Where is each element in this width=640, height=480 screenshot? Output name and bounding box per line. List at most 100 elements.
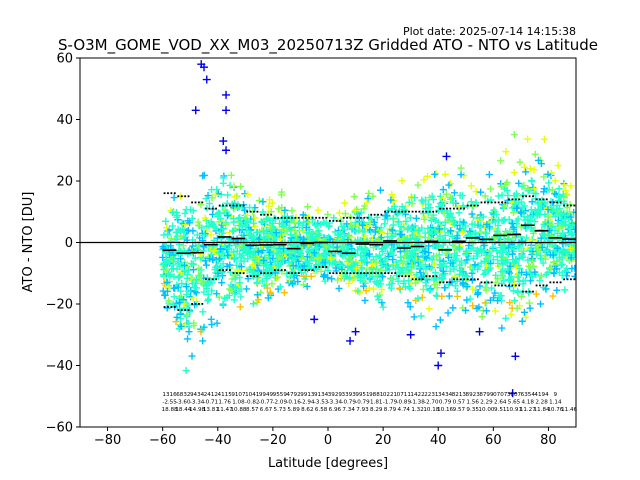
sigma-dot xyxy=(346,272,348,275)
scatter-point xyxy=(397,223,405,231)
scatter-point xyxy=(434,226,442,234)
x-axis-label: Latitude [degrees] xyxy=(268,456,388,471)
sigma-dot xyxy=(501,201,503,204)
scatter-point xyxy=(304,263,312,271)
scatter-point xyxy=(213,319,221,327)
sigma-dot xyxy=(170,306,173,308)
scatter-point xyxy=(510,209,518,217)
sigma-dot xyxy=(483,201,486,204)
scatter-point xyxy=(351,219,359,227)
scatter-point xyxy=(445,292,453,300)
scatter-point xyxy=(425,200,433,208)
sigma-dot xyxy=(335,272,338,275)
scatter-point xyxy=(174,259,182,267)
bin-stat-label: -3.34 xyxy=(190,400,205,406)
scatter-point xyxy=(395,243,403,251)
scatter-point xyxy=(476,282,484,290)
scatter-point xyxy=(294,278,302,286)
bin-stat-label: 9 xyxy=(554,392,558,398)
scatter-point xyxy=(383,263,391,271)
scatter-point xyxy=(491,307,499,315)
sigma-dot xyxy=(170,192,173,195)
scatter-point xyxy=(562,187,570,195)
sigma-dot xyxy=(287,272,290,275)
scatter-point xyxy=(450,263,458,271)
scatter-point xyxy=(201,257,209,265)
scatter-point xyxy=(442,263,450,270)
scatter-point xyxy=(230,215,238,223)
sigma-dot xyxy=(542,284,545,287)
scatter-point xyxy=(336,229,344,237)
sigma-markers xyxy=(163,192,576,311)
sigma-dot xyxy=(211,278,214,281)
scatter-point xyxy=(227,171,235,179)
scatter-point xyxy=(173,313,181,321)
scatter-point xyxy=(479,213,487,221)
scatter-point xyxy=(373,279,381,287)
scatter-point xyxy=(498,324,506,332)
scatter-point xyxy=(262,272,270,280)
bin-stat-label: 10.76 xyxy=(547,407,563,413)
scatter-point xyxy=(518,252,526,260)
scatter-point xyxy=(477,228,485,236)
scatter-point xyxy=(494,259,502,267)
bin-stat-label: 8.29 xyxy=(370,407,383,413)
scatter-point xyxy=(276,283,284,291)
scatter-point xyxy=(560,181,568,189)
scatter-point xyxy=(259,208,267,216)
scatter-point xyxy=(507,311,515,319)
plot-date: Plot date: 2025-07-14 14:15:38 xyxy=(403,25,576,38)
sigma-dot xyxy=(215,207,217,210)
scatter-point xyxy=(512,263,520,271)
scatter-point xyxy=(335,209,343,217)
scatter-point xyxy=(396,227,404,235)
bin-stat-label: -2.70 xyxy=(424,400,439,406)
sigma-dot xyxy=(315,216,318,219)
scatter-point xyxy=(272,250,280,258)
sigma-dot xyxy=(573,204,576,207)
sigma-dot xyxy=(428,275,431,278)
scatter-point xyxy=(398,177,406,185)
scatter-point xyxy=(243,226,251,234)
scatter-point xyxy=(449,304,457,312)
scatter-point xyxy=(389,244,397,252)
scatter-point xyxy=(260,257,268,265)
scatter-point xyxy=(455,209,463,217)
scatter-point xyxy=(188,248,196,256)
scatter-point xyxy=(174,283,182,291)
scatter-point xyxy=(392,230,400,238)
scatter-point xyxy=(335,285,343,293)
scatter-point xyxy=(360,282,368,290)
scatter-point xyxy=(304,203,312,211)
sigma-dot xyxy=(256,210,259,213)
scatter-point xyxy=(313,239,321,247)
scatter-point xyxy=(200,288,208,296)
scatter-point xyxy=(458,228,466,236)
sigma-dot xyxy=(518,284,521,287)
scatter-point xyxy=(476,223,484,231)
scatter-point xyxy=(418,224,426,232)
sigma-dot xyxy=(508,284,510,287)
scatter-point xyxy=(508,389,517,398)
sigma-dot xyxy=(304,269,307,271)
scatter-point xyxy=(159,261,167,269)
scatter-point xyxy=(425,234,433,242)
scatter-point xyxy=(553,265,561,273)
scatter-point xyxy=(456,191,464,199)
sigma-dot xyxy=(198,201,200,204)
sigma-dot xyxy=(490,201,493,204)
scatter-point xyxy=(348,262,356,270)
scatter-point xyxy=(208,279,216,287)
sigma-dot xyxy=(435,275,438,278)
scatter-point xyxy=(547,169,555,177)
scatter-point xyxy=(481,192,489,200)
bin-stat-label: 1422 xyxy=(410,392,424,398)
scatter-point xyxy=(222,106,231,115)
scatter-point xyxy=(567,182,575,190)
scatter-point xyxy=(276,260,284,268)
scatter-point xyxy=(341,199,349,207)
bin-stat-label: 9949 xyxy=(259,392,274,398)
scatter-point xyxy=(480,270,488,278)
scatter-point xyxy=(538,196,546,204)
scatter-point xyxy=(384,249,392,257)
